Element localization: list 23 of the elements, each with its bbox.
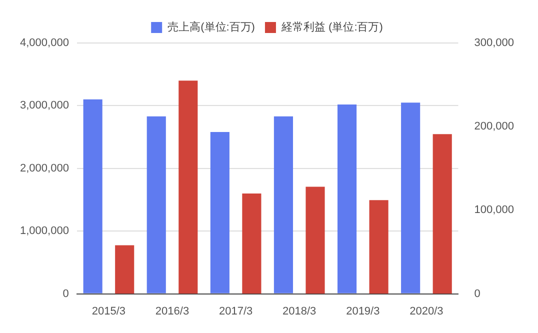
bar: [306, 186, 325, 294]
x-tick-label: 2016/3: [155, 305, 190, 318]
legend-label: 経常利益 (単位:百万): [280, 20, 383, 34]
bar: [115, 245, 134, 294]
bar: [369, 200, 388, 294]
bar: [432, 134, 452, 294]
legend-label: 売上高(単位:百万): [168, 20, 255, 34]
y-tick-label: 0: [62, 288, 69, 300]
y2-tick-label: 300,000: [474, 37, 514, 50]
bar: [242, 193, 262, 294]
y2-tick-label: 0: [474, 288, 480, 300]
x-tick-label: 2018/3: [282, 305, 316, 318]
bar: [178, 80, 198, 294]
y-tick-label: 1,000,000: [20, 225, 69, 238]
x-tick-label: 2020/3: [410, 305, 444, 318]
x-tick-label: 2015/3: [92, 305, 126, 318]
y-tick-label: 2,000,000: [20, 162, 69, 174]
x-tick-label: 2019/3: [346, 305, 380, 318]
x-tick-label: 2017/3: [218, 305, 253, 318]
y2-tick-label: 100,000: [474, 204, 514, 216]
y-tick-label: 4,000,000: [20, 37, 69, 50]
y-tick-label: 3,000,000: [20, 100, 69, 112]
y2-tick-label: 200,000: [474, 120, 514, 133]
